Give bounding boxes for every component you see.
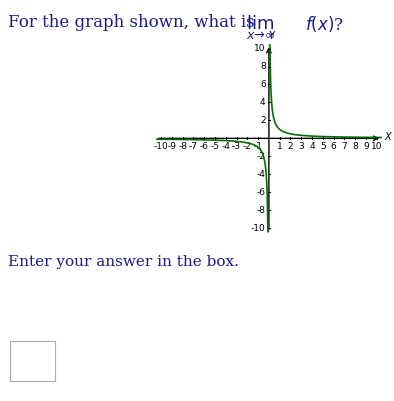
Text: 10: 10 — [254, 44, 266, 53]
Text: 8: 8 — [352, 142, 358, 152]
Text: -5: -5 — [210, 142, 219, 152]
Text: 3: 3 — [298, 142, 304, 152]
Text: $f(x)$?: $f(x)$? — [305, 14, 344, 34]
Text: $\lim_{x \to \infty}$: $\lim_{x \to \infty}$ — [246, 14, 276, 43]
Text: 10: 10 — [371, 142, 383, 152]
Text: 1: 1 — [277, 142, 282, 152]
Text: Enter your answer in the box.: Enter your answer in the box. — [8, 255, 239, 269]
Text: -4: -4 — [221, 142, 230, 152]
Text: X: X — [384, 132, 391, 142]
Text: -3: -3 — [232, 142, 241, 152]
Text: -1: -1 — [254, 142, 263, 152]
Text: 6: 6 — [260, 80, 266, 89]
Text: -2: -2 — [257, 152, 266, 161]
Text: -10: -10 — [251, 224, 266, 233]
Text: -4: -4 — [257, 170, 266, 179]
Text: -6: -6 — [200, 142, 209, 152]
Text: -10: -10 — [154, 142, 168, 152]
Text: -6: -6 — [256, 188, 266, 197]
Text: -8: -8 — [178, 142, 187, 152]
Text: -7: -7 — [189, 142, 198, 152]
Text: 4: 4 — [260, 98, 266, 107]
Text: For the graph shown, what is: For the graph shown, what is — [8, 14, 255, 31]
Text: 8: 8 — [260, 62, 266, 71]
Text: 6: 6 — [331, 142, 336, 152]
Text: 2: 2 — [260, 116, 266, 125]
Text: -9: -9 — [167, 142, 176, 152]
Text: Y: Y — [268, 31, 274, 41]
Text: 9: 9 — [363, 142, 369, 152]
Text: 2: 2 — [288, 142, 293, 152]
Text: 7: 7 — [342, 142, 347, 152]
Text: 4: 4 — [309, 142, 315, 152]
Text: 5: 5 — [320, 142, 326, 152]
Text: -8: -8 — [256, 206, 266, 215]
Text: -2: -2 — [243, 142, 252, 152]
